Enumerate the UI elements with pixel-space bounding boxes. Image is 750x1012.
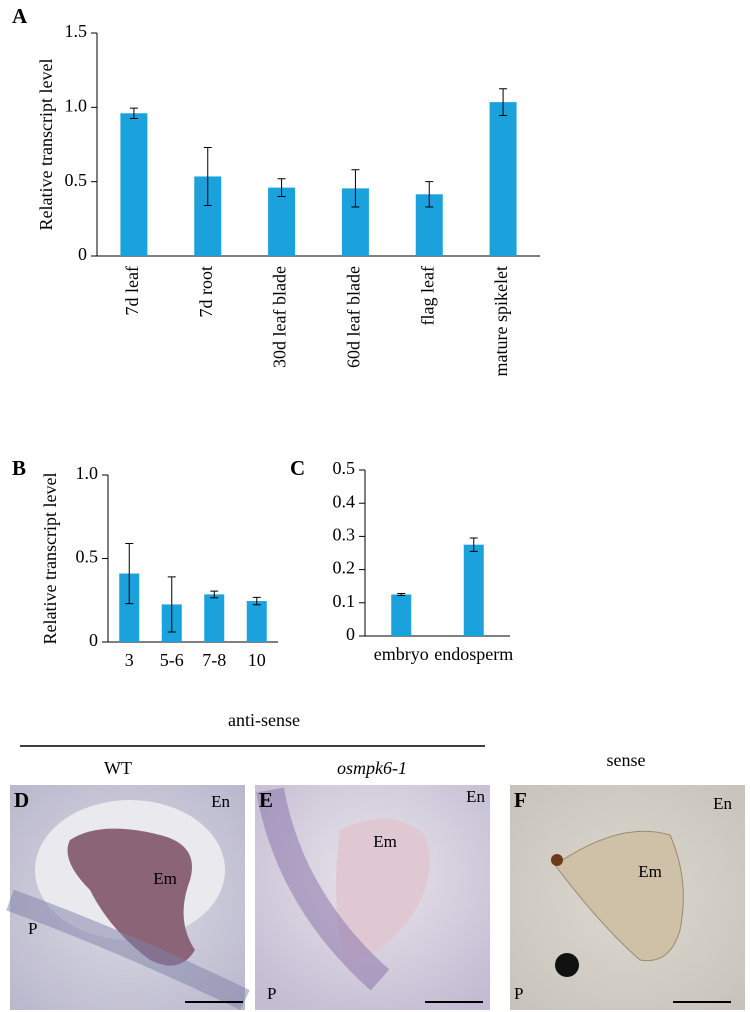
en-label: En [713, 794, 732, 813]
y-tick-label: 0.1 [333, 591, 356, 611]
bar [268, 187, 296, 256]
embryo [554, 830, 684, 962]
wt-label: WT [104, 758, 132, 778]
image-f [510, 785, 745, 1010]
p-label: P [28, 919, 37, 938]
bar [204, 594, 225, 642]
bar [246, 601, 267, 642]
mutant-label: osmpk6-1 [337, 758, 407, 778]
panel-letter: C [290, 456, 305, 480]
group-label: anti-sense [228, 710, 300, 730]
x-tick-label: endosperm [434, 644, 513, 664]
tissue [256, 787, 390, 991]
x-tick-label: 60d leaf blade [344, 266, 364, 368]
y-tick-label: 0 [78, 244, 87, 264]
panel-letter: E [259, 788, 273, 812]
x-tick-label: 7d leaf [122, 266, 142, 315]
error-bar [397, 593, 406, 596]
x-tick-label: mature spikelet [491, 266, 511, 376]
error-bar [129, 107, 138, 119]
embryo [67, 828, 195, 966]
y-tick-label: 1.0 [76, 463, 99, 483]
x-tick-label: 3 [125, 650, 134, 670]
en-label: En [466, 787, 485, 806]
y-axis-label: Relative transcript level [40, 473, 60, 645]
image-d [6, 785, 250, 1010]
y-tick-label: 0.5 [333, 458, 356, 478]
bar [119, 573, 140, 642]
y-tick-label: 0.5 [76, 547, 99, 567]
em-label: Em [638, 862, 662, 881]
y-tick-label: 0.4 [333, 491, 356, 511]
error-bar [125, 542, 134, 605]
error-bar [210, 590, 219, 599]
y-tick-label: 0.2 [333, 558, 356, 578]
x-tick-label: embryo [374, 644, 429, 664]
x-tick-label: 10 [248, 650, 266, 670]
x-tick-label: 7d root [196, 266, 216, 318]
em-label: Em [153, 869, 177, 888]
error-bar [351, 169, 360, 208]
bar [391, 594, 412, 636]
dark-spot [555, 953, 579, 977]
bar [489, 102, 517, 256]
image-e [255, 785, 490, 1010]
x-tick-label: 5-6 [160, 650, 184, 670]
error-bar [167, 576, 176, 633]
em-label: Em [373, 832, 397, 851]
error-bar [277, 178, 286, 198]
y-tick-label: 0 [89, 630, 98, 650]
error-bar [469, 537, 478, 552]
error-bar [203, 146, 212, 206]
sense-label: sense [607, 750, 646, 770]
panel-letter: D [14, 788, 29, 812]
panel-letter: A [12, 4, 28, 28]
p-label: P [267, 984, 276, 1003]
x-tick-label: 7-8 [202, 650, 226, 670]
bar [463, 544, 484, 636]
bar [120, 113, 148, 256]
error-bar [425, 181, 434, 208]
tissue [6, 889, 250, 1010]
panel-letter: F [514, 788, 527, 812]
brown-spot [551, 854, 563, 866]
y-tick-label: 1.0 [65, 95, 88, 115]
error-bar [252, 596, 261, 606]
y-tick-label: 1.5 [65, 21, 88, 41]
y-tick-label: 0 [346, 624, 355, 644]
x-tick-label: 30d leaf blade [270, 266, 290, 368]
y-tick-label: 0.3 [333, 525, 356, 545]
p-label: P [514, 984, 523, 1003]
en-label: En [211, 792, 230, 811]
panel-letter: B [12, 456, 26, 480]
y-axis-label: Relative transcript level [36, 59, 56, 231]
error-bar [499, 88, 508, 117]
y-tick-label: 0.5 [65, 170, 88, 190]
embryo [336, 818, 430, 965]
x-tick-label: flag leaf [417, 266, 437, 325]
